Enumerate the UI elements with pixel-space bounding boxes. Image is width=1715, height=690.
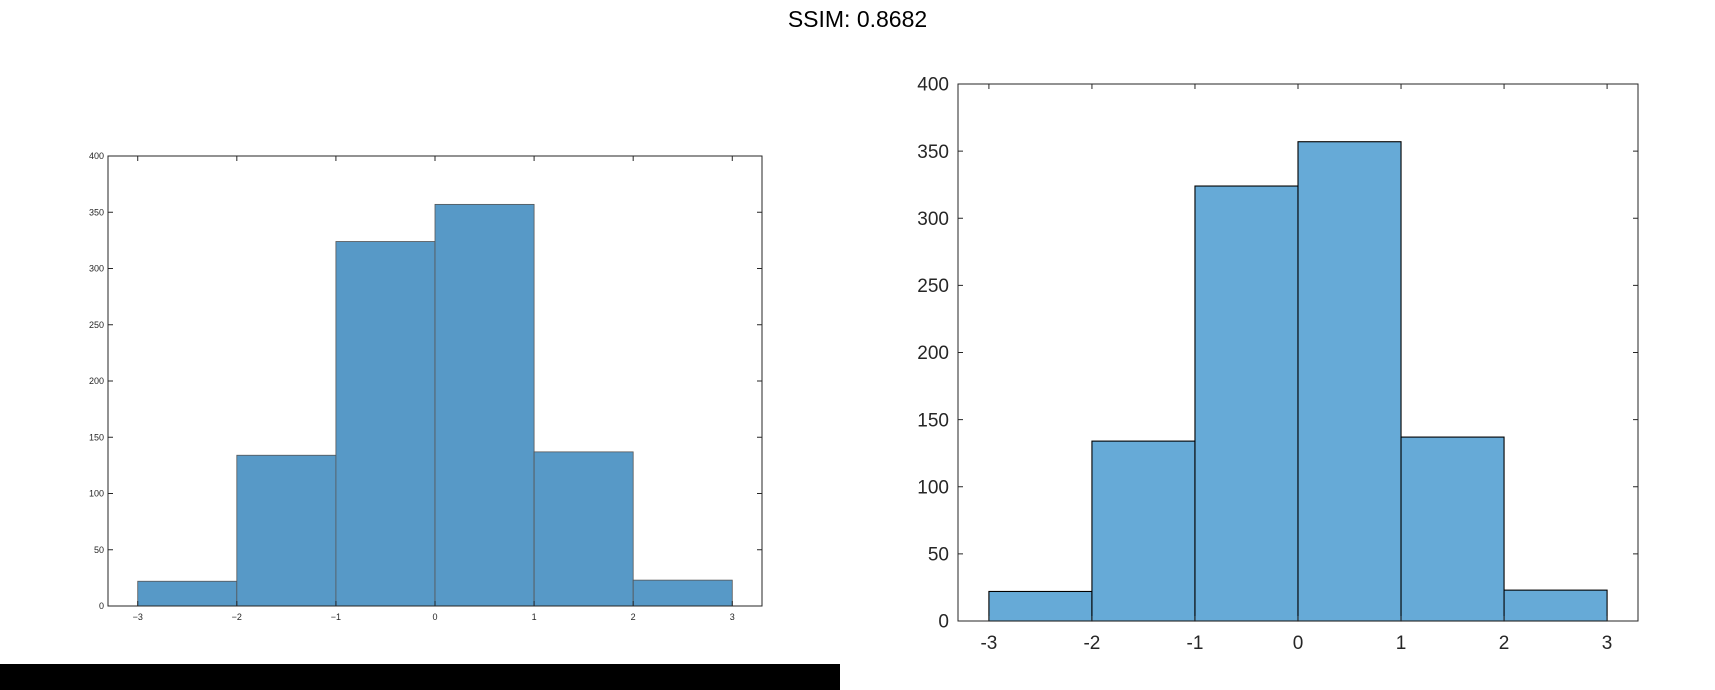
x-tick-label: 0: [1293, 633, 1304, 654]
y-tick-label: 250: [89, 320, 104, 330]
y-tick-label: 300: [89, 264, 104, 274]
figure-title: SSIM: 0.8682: [787, 6, 928, 32]
bar: [1194, 185, 1299, 622]
bar: [1503, 589, 1608, 622]
y-tick-label: 350: [89, 207, 104, 217]
bar: [1297, 141, 1402, 622]
bar: [137, 580, 238, 607]
y-tick-label: 0: [938, 612, 949, 633]
y-tick-label: 300: [917, 209, 949, 230]
x-tick-label: -2: [1083, 633, 1100, 654]
bar: [434, 203, 535, 607]
y-tick-label: 50: [94, 545, 104, 555]
y-tick-label: 400: [917, 75, 949, 96]
y-tick-label: 200: [917, 343, 949, 364]
x-tick-label: 0: [432, 612, 437, 622]
x-tick-label: 2: [631, 612, 636, 622]
bar: [1400, 436, 1505, 622]
y-tick-label: 200: [89, 376, 104, 386]
y-tick-label: 350: [917, 142, 949, 163]
y-tick-label: 100: [89, 489, 104, 499]
bar: [988, 590, 1093, 622]
bar: [1091, 440, 1196, 622]
y-tick-label: 400: [89, 151, 104, 161]
x-tick-label: 1: [532, 612, 537, 622]
x-tick-label: 3: [1602, 633, 1613, 654]
black-bar: [0, 664, 840, 690]
x-tick-label: -3: [980, 633, 997, 654]
x-tick-label: -1: [1187, 633, 1204, 654]
y-tick-label: 50: [928, 545, 949, 566]
y-tick-label: 100: [917, 477, 949, 498]
bar: [236, 454, 337, 607]
y-tick-label: 150: [917, 410, 949, 431]
x-tick-label: 1: [1396, 633, 1407, 654]
bar: [335, 241, 436, 607]
y-tick-label: 250: [917, 276, 949, 297]
y-tick-label: 0: [99, 601, 104, 611]
x-tick-label: 2: [1499, 633, 1510, 654]
x-tick-label: −2: [232, 612, 242, 622]
x-tick-label: 3: [730, 612, 735, 622]
x-tick-label: −3: [133, 612, 143, 622]
y-tick-label: 150: [89, 432, 104, 442]
x-tick-label: −1: [331, 612, 341, 622]
